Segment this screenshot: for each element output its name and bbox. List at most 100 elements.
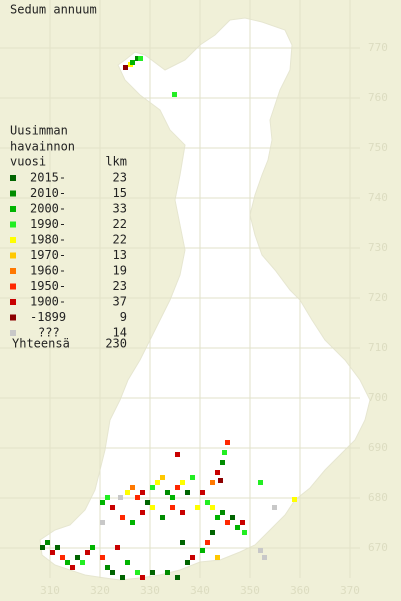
observation bbox=[230, 515, 235, 520]
observation bbox=[218, 478, 223, 483]
legend: 2015- 23 2010- 15 2000- 33 1990- 22 1980- 22 1970-… bbox=[10, 171, 127, 340]
observation bbox=[160, 475, 165, 480]
observation bbox=[190, 475, 195, 480]
observation bbox=[215, 555, 220, 560]
observation bbox=[160, 515, 165, 520]
observation bbox=[90, 545, 95, 550]
x-tick-label: 360 bbox=[290, 584, 310, 597]
observation bbox=[40, 545, 45, 550]
observation bbox=[55, 545, 60, 550]
observation bbox=[120, 515, 125, 520]
observation bbox=[220, 460, 225, 465]
y-tick-label: 680 bbox=[368, 491, 388, 504]
observation bbox=[70, 565, 75, 570]
observation bbox=[125, 490, 130, 495]
y-tick-label: 740 bbox=[368, 191, 388, 204]
observation bbox=[210, 480, 215, 485]
observation bbox=[215, 470, 220, 475]
legend-count: 15 bbox=[113, 186, 127, 200]
legend-total-label: Yhteensä bbox=[12, 337, 70, 351]
legend-label: 2010- bbox=[30, 186, 66, 200]
observation bbox=[125, 560, 130, 565]
observation bbox=[65, 560, 70, 565]
legend-count: 14 bbox=[113, 326, 127, 340]
y-tick-label: 770 bbox=[368, 41, 388, 54]
legend-count-heading: lkm bbox=[105, 155, 127, 169]
legend-swatch bbox=[10, 206, 16, 212]
observation bbox=[242, 530, 247, 535]
legend-label: 1950- bbox=[30, 279, 66, 293]
observation bbox=[145, 500, 150, 505]
observation bbox=[130, 485, 135, 490]
observation bbox=[200, 490, 205, 495]
observation bbox=[60, 555, 65, 560]
title: Sedum annuum bbox=[10, 3, 97, 17]
observation bbox=[240, 520, 245, 525]
observation bbox=[235, 525, 240, 530]
y-tick-label: 760 bbox=[368, 91, 388, 104]
observation bbox=[190, 555, 195, 560]
observation bbox=[205, 500, 210, 505]
observation bbox=[200, 548, 205, 553]
observation bbox=[120, 575, 125, 580]
legend-label: 1960- bbox=[30, 264, 66, 278]
observation bbox=[262, 555, 267, 560]
observation bbox=[150, 485, 155, 490]
observation bbox=[272, 505, 277, 510]
observation bbox=[123, 65, 128, 70]
legend-label: 1990- bbox=[30, 217, 66, 231]
observation bbox=[135, 570, 140, 575]
observation bbox=[150, 505, 155, 510]
observation bbox=[100, 520, 105, 525]
observation bbox=[150, 570, 155, 575]
legend-label: 1980- bbox=[30, 233, 66, 247]
legend-swatch bbox=[10, 190, 16, 197]
observation bbox=[170, 505, 175, 510]
observation bbox=[210, 505, 215, 510]
x-tick-label: 310 bbox=[40, 584, 60, 597]
legend-swatch bbox=[10, 237, 16, 243]
legend-total: 230 bbox=[105, 337, 127, 351]
legend-count: 23 bbox=[113, 279, 127, 293]
observation bbox=[175, 575, 180, 580]
x-tick-label: 350 bbox=[240, 584, 260, 597]
observation bbox=[165, 570, 170, 575]
observation bbox=[258, 480, 263, 485]
observation bbox=[140, 575, 145, 580]
observation bbox=[110, 505, 115, 510]
y-tick-label: 690 bbox=[368, 441, 388, 454]
observation bbox=[138, 56, 143, 61]
legend-label: ??? bbox=[38, 326, 60, 340]
observation bbox=[140, 510, 145, 515]
legend-label: -1899 bbox=[30, 310, 66, 324]
legend-heading: havainnon bbox=[10, 140, 75, 154]
x-tick-label: 320 bbox=[90, 584, 110, 597]
observation bbox=[195, 505, 200, 510]
legend-count: 19 bbox=[113, 264, 127, 278]
legend-swatch bbox=[10, 221, 16, 228]
observation bbox=[45, 540, 50, 545]
observation bbox=[115, 545, 120, 550]
observation bbox=[210, 530, 215, 535]
legend-count: 37 bbox=[113, 295, 127, 309]
observation bbox=[110, 570, 115, 575]
observation bbox=[155, 480, 160, 485]
x-tick-label: 370 bbox=[340, 584, 360, 597]
observation bbox=[292, 497, 297, 502]
observation bbox=[170, 495, 175, 500]
observation bbox=[180, 510, 185, 515]
observation bbox=[225, 440, 230, 445]
observation bbox=[175, 452, 180, 457]
legend-swatch bbox=[10, 299, 16, 305]
observation bbox=[80, 560, 85, 565]
observation bbox=[100, 555, 105, 560]
legend-count: 23 bbox=[113, 171, 127, 185]
x-tick-label: 340 bbox=[190, 584, 210, 597]
y-tick-label: 750 bbox=[368, 141, 388, 154]
observation bbox=[220, 510, 225, 515]
observation bbox=[180, 480, 185, 485]
observation bbox=[172, 92, 177, 97]
observation bbox=[140, 490, 145, 495]
observation bbox=[50, 550, 55, 555]
